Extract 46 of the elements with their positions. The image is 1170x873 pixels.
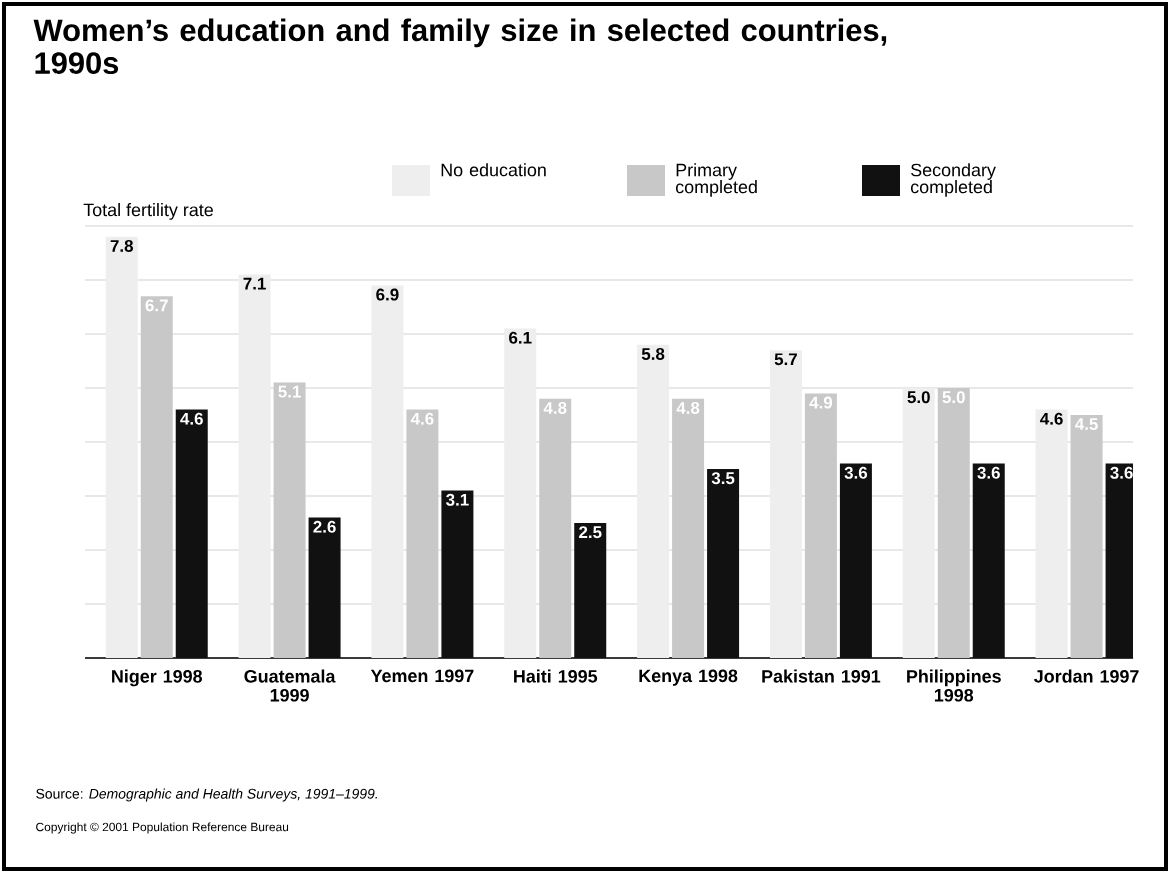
data-label: 3.6: [1110, 466, 1133, 479]
bar: [972, 463, 1005, 658]
bar: [238, 274, 271, 658]
x-tick-label: Haiti 1995: [514, 669, 598, 683]
data-label: 5.8: [641, 347, 665, 360]
bar: [105, 236, 138, 658]
bar: [902, 387, 935, 658]
data-label: 4.6: [1040, 412, 1063, 425]
legend-label: Secondary completed: [910, 163, 996, 197]
legend-label: No education: [441, 163, 546, 177]
bar: [308, 517, 341, 658]
text: Copyright © 2001 Population Reference Bureau: [36, 822, 289, 834]
x-tick-label: Jordan 1997: [1034, 669, 1139, 683]
data-label: 4.6: [180, 412, 203, 425]
data-label: 5.7: [774, 353, 797, 366]
data-label: 3.6: [844, 466, 868, 479]
x-tick-label: Niger 1998: [112, 669, 203, 687]
chart-title: Women’s education and family size in selected countries, 1990s: [33, 18, 887, 75]
bar: [371, 285, 404, 658]
data-label: 5.0: [907, 391, 930, 404]
data-label: 3.5: [711, 472, 735, 485]
data-label: 2.5: [579, 526, 602, 539]
bar: [175, 409, 208, 658]
data-label: 7.8: [110, 239, 133, 252]
bar: [574, 522, 607, 658]
bar: [1035, 409, 1068, 658]
data-label: 3.6: [977, 466, 1000, 479]
bar: [769, 350, 802, 658]
bar: [707, 468, 740, 658]
bar: [504, 328, 537, 658]
data-label: 2.6: [313, 520, 336, 533]
data-label: 6.9: [376, 288, 399, 301]
y-axis-title: Total fertility rate: [83, 203, 213, 220]
data-label: 3.1: [446, 493, 469, 506]
bar: [441, 490, 474, 658]
legend-label: Primary completed: [675, 163, 757, 197]
x-tick-label: Pakistan 1991: [762, 669, 881, 683]
x-tick-label: Guatemala 1999: [244, 669, 336, 702]
source-note: Source: Demographic and Health Surveys, 1991–1999.: [36, 788, 377, 802]
bar: [839, 463, 872, 658]
x-tick-label: Kenya 1998: [639, 669, 738, 686]
bar: [637, 344, 670, 658]
x-tick-label: Philippines 1998: [907, 669, 1001, 702]
data-label: 6.1: [509, 331, 532, 344]
data-label: 7.1: [243, 277, 266, 290]
x-tick-label: Yemen 1997: [370, 669, 474, 683]
